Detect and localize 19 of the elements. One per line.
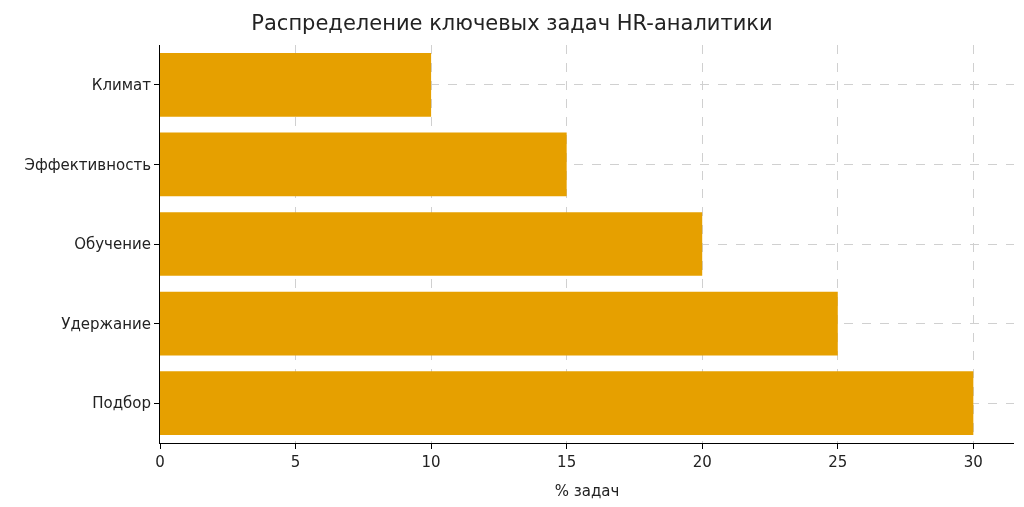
chart-title: Распределение ключевых задач HR-аналитики — [251, 10, 773, 35]
y-tick-label: Климат — [91, 76, 152, 95]
y-tick-label: Эффективность — [24, 155, 151, 174]
x-tick-label: 25 — [828, 453, 848, 471]
y-tick-label: Подбор — [92, 394, 151, 413]
bar — [160, 291, 838, 356]
bar — [160, 371, 974, 436]
bar — [160, 212, 703, 276]
y-tick-label: Удержание — [61, 314, 151, 333]
x-tick-label: 30 — [963, 453, 983, 471]
bar — [160, 132, 567, 197]
x-axis-title: % задач — [554, 482, 620, 500]
x-tick-label: 15 — [557, 453, 577, 471]
bar — [160, 52, 432, 117]
x-tick-label: 5 — [290, 453, 301, 471]
y-tick-label: Обучение — [74, 235, 151, 254]
x-tick-label: 0 — [155, 453, 165, 471]
x-tick-label: 20 — [692, 453, 712, 471]
x-tick-label: 10 — [421, 453, 441, 471]
